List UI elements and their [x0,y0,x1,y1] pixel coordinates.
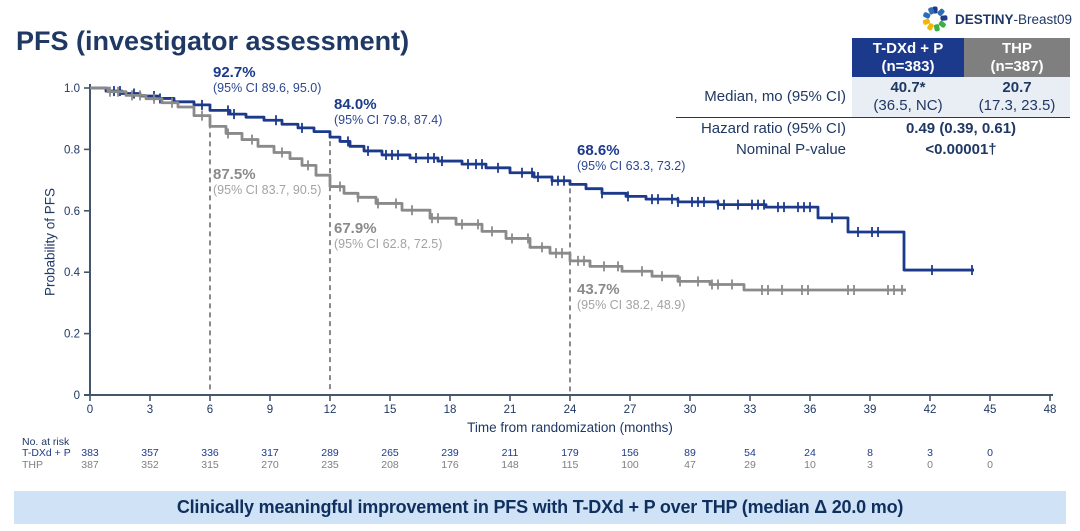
km-curve-thp [90,86,906,292]
x-tick-label: 6 [207,404,213,416]
x-tick-label: 0 [87,404,93,416]
trial-logo: DESTINY-Breast09 [920,5,1072,33]
risk-value: 10 [804,458,816,471]
risk-value: 156 [621,447,639,459]
stats-col-thp: THP (n=387) [964,38,1070,78]
trial-logo-icon [922,6,948,32]
risk-value: 0 [987,447,993,459]
page-title: PFS (investigator assessment) [16,26,410,56]
x-tick-label: 36 [804,404,817,416]
risk-value: 176 [441,458,459,471]
hr-row-label: Hazard ratio (95% CI) [700,119,846,137]
risk-value: 336 [201,447,219,459]
risk-value: 0 [987,458,993,471]
risk-value: 148 [501,458,519,471]
risk-value: 208 [381,458,399,471]
x-tick-label: 15 [384,404,397,416]
risk-table-title: No. at risk [22,436,70,448]
stats-table: T-DXd + P (n=383) THP (n=387) Median, mo… [676,38,1070,160]
risk-row-label: T-DXd + P [22,447,71,459]
risk-value: 383 [81,447,99,459]
risk-value: 100 [621,458,639,471]
risk-value: 211 [501,447,519,459]
x-tick-label: 24 [564,404,577,416]
x-tick-label: 3 [147,404,153,416]
x-tick-label: 18 [444,404,457,416]
x-tick-label: 9 [267,404,273,416]
risk-value: 270 [261,458,279,471]
x-tick-label: 27 [624,404,637,416]
risk-value: 24 [804,447,816,459]
risk-value: 315 [201,458,219,471]
risk-value: 29 [744,458,756,471]
conclusion-banner: Clinically meaningful improvement in PFS… [14,491,1066,524]
stats-empty-corner [676,38,852,77]
stats-col-tdxd: T-DXd + P (n=383) [852,38,964,78]
y-tick-label: 1.0 [64,83,80,95]
risk-value: 352 [141,458,159,471]
risk-value: 387 [81,458,99,471]
risk-value: 357 [141,447,159,459]
risk-value: 317 [261,447,279,459]
x-tick-label: 45 [984,404,997,416]
risk-value: 265 [381,447,399,459]
risk-value: 47 [684,458,696,471]
risk-value: 235 [321,458,339,471]
x-tick-label: 42 [924,404,937,416]
median-value-thp: 20.7 (17.3, 23.5) [964,77,1070,118]
risk-row-label: THP [22,458,43,471]
y-tick-label: 0.6 [64,206,80,218]
pvalue-row-label: Nominal P-value [735,141,846,158]
risk-value: 289 [321,447,339,459]
x-tick-label: 21 [504,404,517,416]
risk-value: 8 [867,447,873,459]
risk-value: 3 [867,458,873,471]
x-tick-label: 33 [744,404,757,416]
median-row-label: Median, mo (95% CI) [676,77,852,118]
pvalue-value: <0.00001† [925,141,997,159]
risk-value: 0 [927,458,933,471]
risk-value: 89 [684,447,696,459]
trial-logo-text: DESTINY-Breast09 [954,11,1072,27]
x-axis-label: Time from randomization (months) [467,420,673,435]
x-tick-label: 12 [324,404,337,416]
risk-value: 115 [561,458,579,471]
y-tick-label: 0.4 [64,267,81,279]
risk-value: 179 [561,447,579,459]
x-tick-label: 39 [864,404,877,416]
y-tick-label: 0 [74,390,80,402]
x-tick-label: 30 [684,404,697,416]
risk-value: 3 [927,447,933,459]
hr-value: 0.49 (0.39, 0.61) [905,119,1017,137]
risk-value: 54 [744,447,756,459]
x-tick-label: 48 [1044,404,1057,416]
km-chart: 0 3 6 9 12 15 18 21 24 27 30 33 36 39 42 45 4800.20.40.6… [64,83,1057,416]
risk-value: 239 [441,447,459,459]
y-tick-label: 0.8 [64,144,80,156]
median-value-tdxd: 40.7* (36.5, NC) [852,77,964,118]
y-tick-label: 0.2 [64,329,80,341]
